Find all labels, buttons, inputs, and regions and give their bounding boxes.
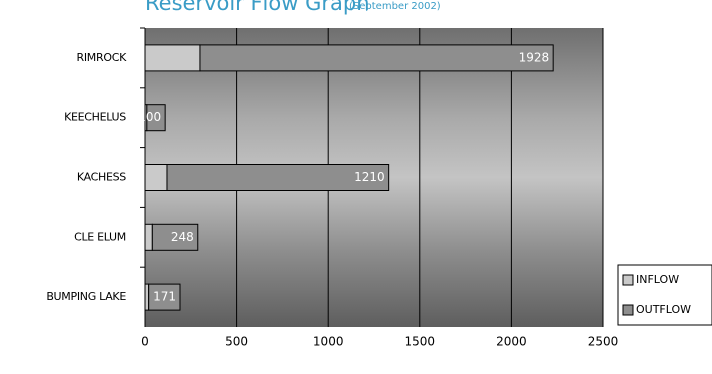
legend-swatch [623,275,633,285]
y-tick-label: CLE ELUM [74,230,126,243]
bar [145,165,167,191]
x-tick-label: 1000 [313,335,344,349]
bar [145,284,149,310]
y-tick-label: BUMPING LAKE [46,290,126,303]
x-tick-label: 2500 [588,335,619,349]
value-label: 1928 [519,50,550,64]
y-tick-label: KACHESS [77,171,126,184]
y-tick-label: RIMROCK [77,51,128,64]
chart-title: Reservoir Flow Graph [145,0,370,15]
value-label: 100 [138,110,161,124]
value-label: 248 [171,230,194,244]
bar [200,45,553,71]
legend-label: OUTFLOW [636,303,691,316]
x-tick-label: 2000 [496,335,527,349]
chart: Reservoir Flow Graph (September 2002) 0 5… [0,0,712,374]
x-tick-label: 500 [225,335,248,349]
bar [145,45,200,71]
bar [145,224,152,250]
chart-subtitle: (September 2002) [349,1,441,12]
legend-label: INFLOW [636,273,679,286]
x-tick-label: 1500 [405,335,436,349]
value-label: 171 [153,290,176,304]
x-tick-label: 0 [141,335,149,349]
value-label: 1210 [354,170,385,184]
legend-swatch [623,305,633,315]
y-tick-label: KEECHELUS [64,111,126,124]
